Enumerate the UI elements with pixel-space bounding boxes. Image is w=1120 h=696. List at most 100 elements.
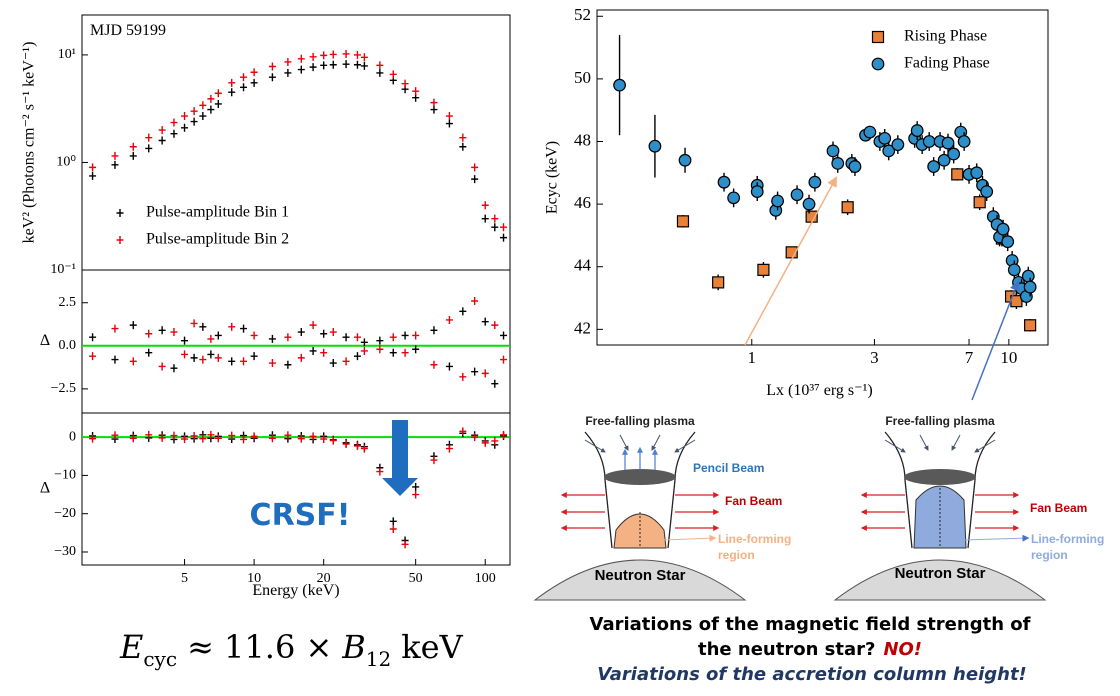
point [129,142,137,151]
formula-part: ≈ 11.6 × [187,628,332,666]
point [190,107,198,116]
point [459,372,467,381]
point [481,201,489,210]
point [353,352,361,361]
point [214,353,222,362]
point [481,214,489,223]
point [430,105,438,114]
y-tick-label: 10⁰ [56,155,76,170]
x-axis-label: Energy (keV) [252,582,339,599]
x-tick-label: 10 [247,571,261,586]
point [648,139,662,153]
point [320,61,328,70]
point [412,482,420,491]
legend-label: Fading Phase [904,55,990,72]
x-tick-label: 1 [748,348,757,367]
annotation: CRSF! [250,498,351,533]
point [199,112,207,121]
point [757,263,770,276]
point [1024,319,1037,332]
point [445,444,453,453]
point [145,348,153,357]
caption-no: NO! [883,639,922,660]
point [284,360,292,369]
formula-part: B [341,628,366,666]
point [376,336,384,345]
point [996,222,1010,236]
point [129,321,137,330]
point [199,322,207,331]
point [320,51,328,60]
point [207,430,215,439]
crsf-arrow [382,420,418,496]
point [353,50,361,59]
point [268,359,276,368]
point [129,357,137,366]
y-axis-label: keV² (Photons cm⁻² s⁻¹ keV⁻¹) [21,42,38,244]
y-tick-label: −10 [54,468,76,483]
pointer-arrow [971,280,1020,401]
point [158,136,166,145]
point [250,432,258,441]
point [240,83,248,92]
fan-label: Fan Beam [725,494,782,508]
caption-text: the neutron star? [698,639,875,660]
plot-frame [81,412,511,566]
point [181,112,189,121]
annotation: MJD 59199 [90,22,166,39]
point [360,53,368,62]
point [401,331,409,340]
point [284,333,292,342]
formula-part: 12 [366,647,391,671]
caption: Variations of the magnetic field strengt… [590,614,1031,635]
legend-label: Pulse-amplitude Bin 2 [146,231,289,248]
plot-frame [81,269,511,414]
point [250,78,258,87]
point [412,87,420,96]
legend-marker [116,236,124,244]
plots: 10⁻¹ 10⁰ 10¹ keV² (Photons cm⁻² s⁻¹ keV⁻¹) P… [21,5,1049,599]
point [445,362,453,371]
point [353,441,361,450]
point [240,324,248,333]
point [430,360,438,369]
legend-marker [116,209,124,217]
point [412,345,420,354]
point [891,138,905,152]
point [190,353,198,362]
point [89,163,97,172]
point [228,357,236,366]
point [199,101,207,110]
point [309,346,317,355]
point [309,432,317,441]
point [170,431,178,440]
point [207,350,215,359]
formula-part: keV [401,628,463,666]
x-tick-label: 100 [475,571,496,586]
point [111,431,119,440]
point [129,434,137,443]
point [376,68,384,77]
point [389,333,397,342]
point [471,163,479,172]
y-tick-label: 10⁻¹ [50,262,76,277]
point [190,319,198,328]
y-axis-label: Δ [40,480,50,497]
point [214,331,222,340]
point [170,328,178,337]
point [158,433,166,442]
point [111,324,119,333]
point [284,57,292,66]
point [970,166,984,180]
point [910,124,924,137]
point [309,63,317,72]
point [342,333,350,342]
pointer-arrow [744,176,838,346]
y-tick-label: 2.5 [59,295,77,310]
point [329,328,337,337]
point [199,355,207,364]
point [882,144,896,158]
point [471,367,479,376]
point [145,430,153,439]
point [342,60,350,69]
